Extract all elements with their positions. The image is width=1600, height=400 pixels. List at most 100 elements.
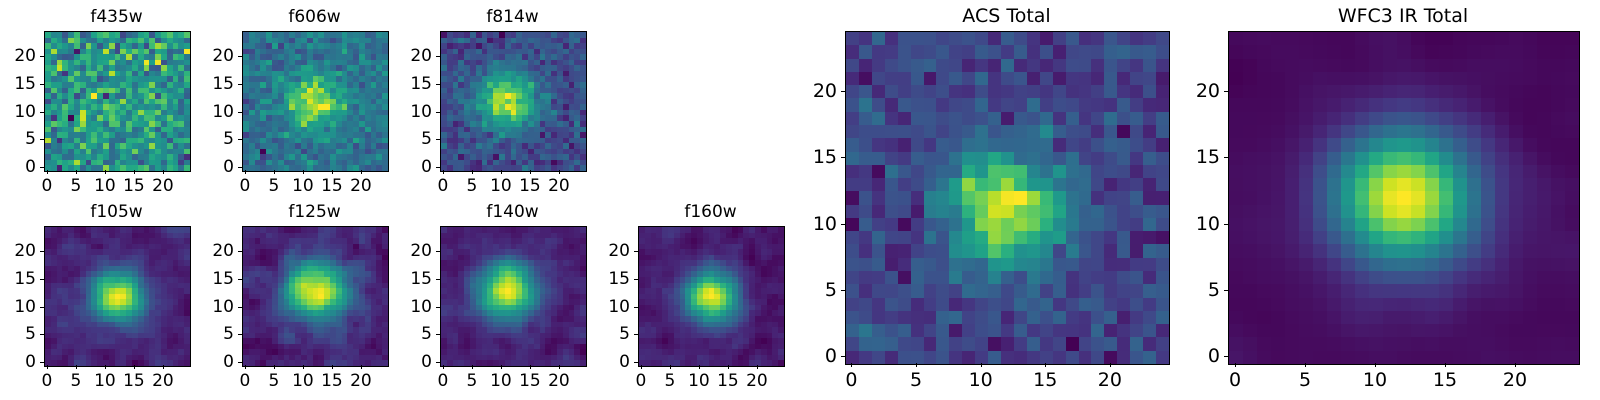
image-axes-wfc3-ir-total[interactable] (1228, 31, 1580, 365)
heatmap-f606w (243, 32, 388, 171)
x-axis-tick-label: 10 (688, 371, 710, 391)
y-axis-tick (40, 251, 44, 253)
y-axis-tick-label: 0 (223, 157, 234, 178)
x-axis-tick-label: 20 (152, 176, 174, 196)
x-axis-tick-label: 15 (123, 371, 145, 391)
y-axis-tick (634, 334, 638, 336)
y-axis-tick (436, 362, 440, 364)
x-axis-tick (360, 170, 362, 174)
image-axes-f606w[interactable] (242, 31, 389, 172)
x-axis-tick (273, 170, 275, 174)
x-axis-tick-label: 20 (350, 176, 372, 196)
y-axis-tick-label: 0 (223, 352, 234, 373)
panel-title-wfc3-ir-total: WFC3 IR Total (1337, 5, 1469, 27)
x-axis-tick (500, 170, 502, 174)
x-axis-tick (1045, 363, 1047, 367)
panel-title-f435w: f435w (90, 7, 143, 27)
x-axis-tick-label: 10 (94, 176, 116, 196)
y-axis-tick-label: 20 (14, 241, 36, 262)
y-axis-tick-label: 5 (25, 324, 36, 345)
y-axis-tick (634, 362, 638, 364)
y-axis-tick-label: 15 (14, 73, 36, 94)
y-axis-tick-label: 10 (14, 101, 36, 122)
y-axis-tick (436, 167, 440, 169)
heatmap-f140w (441, 227, 586, 366)
y-axis-tick (436, 334, 440, 336)
image-axes-f140w[interactable] (440, 226, 587, 367)
y-axis-tick (436, 278, 440, 280)
y-axis-tick-label: 15 (608, 268, 630, 289)
y-axis-tick-label: 10 (608, 296, 630, 317)
x-axis-tick (273, 365, 275, 369)
x-axis-tick (244, 170, 246, 174)
y-axis-tick (436, 111, 440, 113)
y-axis-tick (40, 362, 44, 364)
x-axis-tick-label: 5 (1298, 369, 1312, 391)
panel-title-f814w: f814w (486, 7, 539, 27)
x-axis-tick (698, 365, 700, 369)
x-axis-tick-label: 0 (1228, 369, 1242, 391)
y-axis-tick-label: 15 (812, 146, 837, 169)
x-axis-tick (133, 365, 135, 369)
y-axis-tick-label: 20 (608, 241, 630, 262)
x-axis-tick (244, 365, 246, 369)
x-axis-tick-label: 5 (466, 371, 478, 391)
x-axis-tick-label: 15 (321, 371, 343, 391)
x-axis-tick (46, 170, 48, 174)
x-axis-tick (980, 363, 982, 367)
x-axis-tick-label: 10 (1362, 369, 1388, 391)
image-axes-f125w[interactable] (242, 226, 389, 367)
heatmap-acs-total (846, 32, 1169, 364)
y-axis-tick-label: 10 (212, 101, 234, 122)
panel-title-f105w: f105w (90, 202, 143, 222)
x-axis-tick (133, 170, 135, 174)
y-axis-tick-label: 5 (223, 129, 234, 150)
y-axis-tick-label: 20 (212, 46, 234, 67)
x-axis-tick-label: 15 (519, 371, 541, 391)
y-axis-tick-label: 10 (410, 101, 432, 122)
panel-title-f140w: f140w (486, 202, 539, 222)
heatmap-f435w (45, 32, 190, 171)
x-axis-tick (756, 365, 758, 369)
x-axis-tick-label: 0 (437, 371, 449, 391)
x-axis-tick (331, 365, 333, 369)
panel-title-f125w: f125w (288, 202, 341, 222)
y-axis-tick (238, 167, 242, 169)
y-axis-tick (436, 56, 440, 58)
y-axis-tick-label: 5 (1207, 278, 1220, 301)
y-axis-tick-label: 15 (1195, 146, 1220, 169)
panel-f125w: f125w 0 0 5 5 10 10 15 15 20 20 (212, 202, 389, 391)
y-axis-tick (436, 251, 440, 253)
panel-f105w: f105w 0 0 5 5 10 10 15 15 20 20 (14, 202, 191, 391)
y-axis-tick (634, 251, 638, 253)
x-axis-tick-label: 20 (350, 371, 372, 391)
y-axis-tick (40, 83, 44, 85)
x-axis-tick (331, 170, 333, 174)
y-axis-tick (1224, 289, 1228, 291)
x-axis-tick-label: 5 (910, 369, 923, 391)
image-axes-f814w[interactable] (440, 31, 587, 172)
x-axis-tick (442, 170, 444, 174)
heatmap-f160w (639, 227, 784, 366)
x-axis-tick-label: 15 (717, 371, 739, 391)
y-axis-tick (436, 139, 440, 141)
x-axis-tick (529, 170, 531, 174)
heatmap-f105w (45, 227, 190, 366)
y-axis-tick-label: 5 (223, 324, 234, 345)
image-axes-acs-total[interactable] (845, 31, 1170, 365)
image-axes-f105w[interactable] (44, 226, 191, 367)
x-axis-tick-label: 0 (437, 176, 449, 196)
y-axis-tick (40, 111, 44, 113)
image-axes-f160w[interactable] (638, 226, 785, 367)
y-axis-tick (841, 356, 845, 358)
y-axis-tick-label: 0 (25, 352, 36, 373)
x-axis-tick-label: 15 (1432, 369, 1458, 391)
image-axes-f435w[interactable] (44, 31, 191, 172)
y-axis-tick (40, 56, 44, 58)
y-axis-tick (436, 306, 440, 308)
heatmap-wfc3-ir-total (1229, 32, 1579, 364)
x-axis-tick-label: 20 (548, 176, 570, 196)
y-axis-tick-label: 10 (812, 212, 837, 235)
x-axis-tick (360, 365, 362, 369)
x-axis-tick-label: 20 (1097, 369, 1122, 391)
